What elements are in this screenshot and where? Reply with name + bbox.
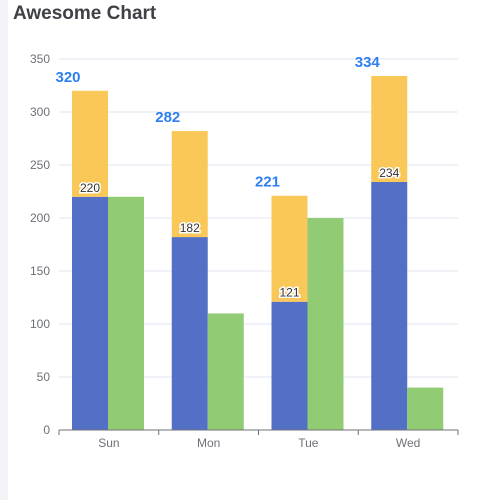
y-tick-label: 150 xyxy=(30,264,50,278)
labels: 220 320 182 282 121 221 234 334 xyxy=(55,54,401,301)
stack-total-label: 334 xyxy=(355,54,381,71)
stacked-bar-segment xyxy=(271,301,308,430)
y-tick-label: 0 xyxy=(43,423,50,437)
bar-value-label: 182 xyxy=(180,221,200,235)
stacked-bar-segment xyxy=(171,237,208,430)
y-tick-label: 350 xyxy=(30,52,50,66)
bar-value-label: 220 xyxy=(80,181,100,195)
x-tick-label: Sun xyxy=(98,436,119,450)
side-bar xyxy=(207,313,244,430)
stacked-bar-segment xyxy=(271,195,308,302)
y-tick-label: 100 xyxy=(30,317,50,331)
bars xyxy=(72,75,444,430)
stacked-bar-segment xyxy=(371,75,408,182)
stacked-bar-segment xyxy=(171,131,208,238)
side-strip xyxy=(0,0,8,500)
y-tick-label: 300 xyxy=(30,105,50,119)
stack-total-label: 320 xyxy=(55,69,80,86)
x-tick-label: Wed xyxy=(396,436,420,450)
axes: 0 50 100 150 200 250 300 350 Sun Mon Tue Wed xyxy=(30,52,459,450)
stack-total-label: 282 xyxy=(155,109,180,126)
stacked-bar-segment xyxy=(72,196,108,430)
stack-total-label: 221 xyxy=(255,174,280,191)
y-tick-label: 250 xyxy=(30,158,50,172)
stacked-bar-segment xyxy=(72,90,108,197)
bar-value-label: 121 xyxy=(279,286,299,300)
y-tick-label: 50 xyxy=(37,370,51,384)
stacked-bar-segment xyxy=(371,181,408,430)
side-bar xyxy=(307,218,344,430)
side-bar xyxy=(407,387,444,430)
x-tick-label: Tue xyxy=(298,436,319,450)
chart-title: Awesome Chart xyxy=(13,3,157,24)
bar-value-label: 234 xyxy=(379,166,399,180)
side-bar xyxy=(108,196,144,430)
y-tick-label: 200 xyxy=(30,211,50,225)
x-tick-label: Mon xyxy=(197,436,220,450)
